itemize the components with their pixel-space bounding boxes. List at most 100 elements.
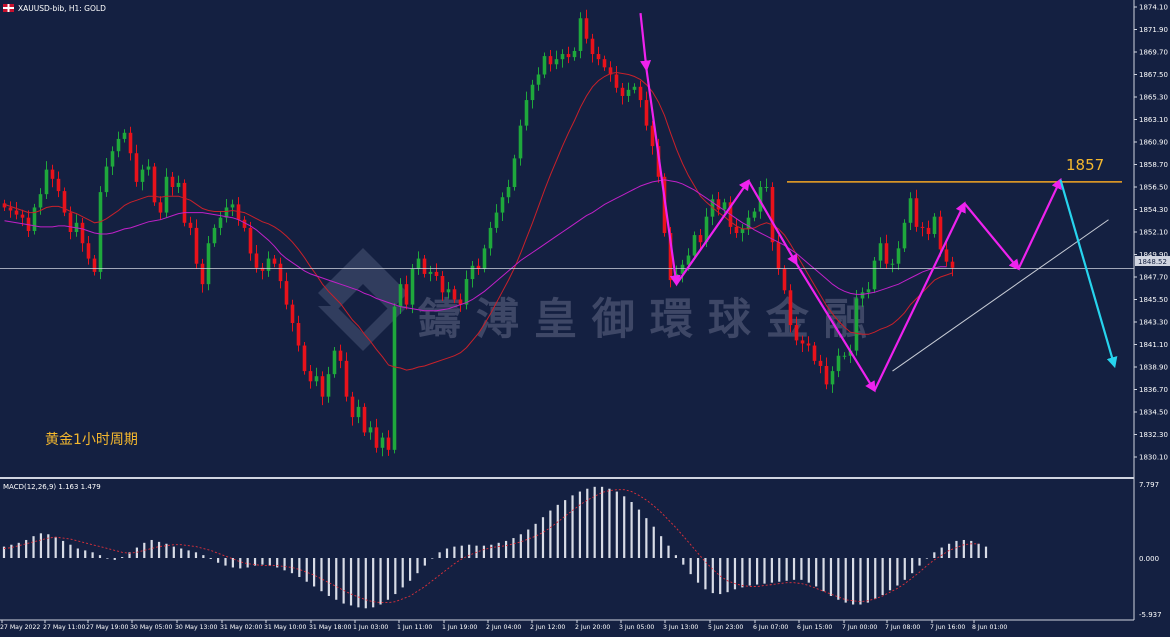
candle-body[interactable] (38, 194, 43, 208)
candle-body[interactable] (722, 202, 727, 210)
candle-body[interactable] (800, 340, 805, 344)
candle-body[interactable] (866, 289, 871, 293)
candle-body[interactable] (470, 265, 475, 280)
candle-body[interactable] (752, 211, 757, 218)
candle-body[interactable] (248, 227, 253, 254)
candle-body[interactable] (902, 222, 907, 249)
candle-body[interactable] (392, 306, 397, 450)
candle-body[interactable] (704, 216, 709, 243)
candle-body[interactable] (92, 258, 97, 272)
candle-body[interactable] (842, 355, 847, 357)
candle-body[interactable] (920, 226, 925, 228)
candle-body[interactable] (422, 258, 427, 274)
candle-body[interactable] (2, 203, 7, 208)
candle-body[interactable] (122, 132, 127, 139)
candle-body[interactable] (776, 242, 781, 269)
candle-body[interactable] (824, 365, 829, 385)
candle-body[interactable] (854, 298, 859, 351)
candle-body[interactable] (908, 198, 913, 223)
candle-body[interactable] (926, 227, 931, 235)
candle-body[interactable] (698, 235, 703, 243)
candle-body[interactable] (134, 153, 139, 182)
candle-body[interactable] (344, 360, 349, 397)
candle-body[interactable] (482, 248, 487, 269)
candle-body[interactable] (8, 207, 13, 211)
candle-body[interactable] (56, 178, 61, 192)
candle-body[interactable] (590, 38, 595, 55)
candle-body[interactable] (770, 187, 775, 243)
candle-body[interactable] (290, 304, 295, 324)
candle-body[interactable] (194, 227, 199, 264)
candle-body[interactable] (326, 374, 331, 397)
candle-body[interactable] (152, 166, 157, 203)
candle-body[interactable] (572, 50, 577, 58)
candle-body[interactable] (494, 212, 499, 228)
candle-body[interactable] (308, 371, 313, 382)
candle-body[interactable] (860, 292, 865, 299)
candle-body[interactable] (14, 210, 19, 215)
candle-body[interactable] (506, 187, 511, 198)
candle-body[interactable] (410, 268, 415, 305)
candle-body[interactable] (68, 212, 73, 232)
candle-body[interactable] (332, 350, 337, 375)
candle-body[interactable] (464, 279, 469, 305)
candle-body[interactable] (836, 355, 841, 372)
candle-body[interactable] (518, 125, 523, 159)
candle-body[interactable] (254, 253, 259, 268)
candle-body[interactable] (386, 437, 391, 450)
candle-body[interactable] (284, 281, 289, 305)
candle-body[interactable] (830, 371, 835, 385)
candle-body[interactable] (170, 176, 175, 187)
candle-body[interactable] (404, 284, 409, 305)
candle-body[interactable] (278, 263, 283, 282)
candle-body[interactable] (608, 67, 613, 75)
candle-body[interactable] (176, 182, 181, 187)
candle-body[interactable] (644, 100, 649, 126)
candle-body[interactable] (818, 360, 823, 366)
candle-body[interactable] (932, 216, 937, 235)
candle-body[interactable] (944, 249, 949, 262)
candle-body[interactable] (242, 219, 247, 228)
candle-body[interactable] (356, 406, 361, 418)
candle-body[interactable] (524, 100, 529, 126)
candle-body[interactable] (296, 323, 301, 346)
candle-body[interactable] (614, 74, 619, 88)
candle-body[interactable] (446, 289, 451, 293)
candle-body[interactable] (50, 169, 55, 179)
candle-body[interactable] (794, 325, 799, 341)
candle-body[interactable] (188, 222, 193, 228)
candle-body[interactable] (374, 427, 379, 448)
candle-body[interactable] (488, 227, 493, 249)
candle-body[interactable] (320, 376, 325, 397)
candle-body[interactable] (512, 158, 517, 187)
candle-body[interactable] (260, 267, 265, 271)
candle-body[interactable] (548, 56, 553, 65)
candle-body[interactable] (872, 260, 877, 290)
candle-body[interactable] (416, 258, 421, 269)
candle-body[interactable] (458, 299, 463, 305)
candle-body[interactable] (950, 261, 955, 268)
candle-body[interactable] (638, 86, 643, 101)
price-plot-area[interactable] (0, 9, 1134, 457)
candle-body[interactable] (896, 248, 901, 264)
candle-body[interactable] (236, 204, 241, 220)
candle-body[interactable] (272, 258, 277, 264)
candle-body[interactable] (200, 263, 205, 285)
candle-body[interactable] (758, 187, 763, 212)
candle-body[interactable] (230, 204, 235, 208)
candle-body[interactable] (140, 169, 145, 182)
candle-body[interactable] (44, 169, 49, 195)
candle-body[interactable] (164, 176, 169, 213)
candle-body[interactable] (686, 255, 691, 265)
candle-body[interactable] (86, 243, 91, 259)
candle-body[interactable] (314, 376, 319, 382)
candle-body[interactable] (128, 132, 133, 154)
candle-body[interactable] (740, 228, 745, 234)
candle-body[interactable] (428, 271, 433, 274)
candle-body[interactable] (668, 233, 673, 281)
candle-body[interactable] (734, 226, 739, 234)
candle-body[interactable] (116, 138, 121, 152)
candle-body[interactable] (764, 187, 769, 188)
candle-body[interactable] (338, 350, 343, 361)
candle-body[interactable] (362, 406, 367, 433)
